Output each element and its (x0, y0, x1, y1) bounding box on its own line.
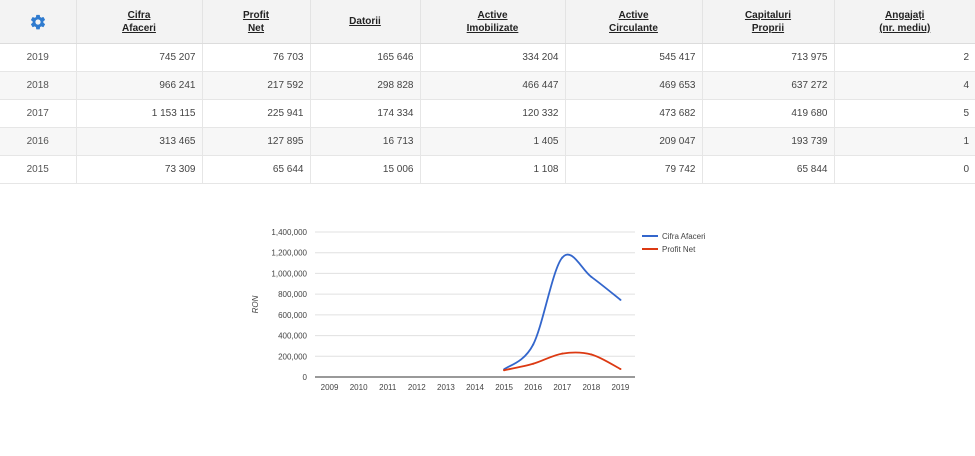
revenue-profit-line-chart: 0 200,000 400,000 600,000 800,000 1,000,000 1,… (251, 228, 706, 392)
table-cell: 165 646 (310, 43, 421, 72)
table-cell: 65 644 (202, 155, 311, 184)
table-cell: 2019 (0, 43, 77, 72)
table-cell: 16 713 (310, 127, 421, 156)
data-point (561, 352, 564, 355)
table-row: 2016 313 465 127 895 16 713 1 405 209 04… (0, 127, 975, 156)
table-cell: 209 047 (565, 127, 703, 156)
table-cell: 466 447 (420, 71, 566, 100)
table-cell: 4 (834, 71, 975, 100)
table-cell: 745 207 (76, 43, 203, 72)
col-header-profit-net[interactable]: Profit Net (202, 0, 311, 44)
table-cell: 545 417 (565, 43, 703, 72)
table-cell: 713 975 (702, 43, 835, 72)
table-cell: 2017 (0, 99, 77, 128)
y-tick-label: 400,000 (278, 332, 307, 341)
table-cell: 637 272 (702, 71, 835, 100)
y-tick-label: 1,000,000 (271, 269, 307, 278)
table-cell: 65 844 (702, 155, 835, 184)
series-line-profit-net (503, 351, 621, 372)
data-point (590, 275, 593, 278)
x-tick-label: 2010 (350, 383, 368, 392)
legend-label: Profit Net (662, 245, 696, 254)
table-row: 2018 966 241 217 592 298 828 466 447 469… (0, 71, 975, 100)
table-cell: 966 241 (76, 71, 203, 100)
table-cell: 1 108 (420, 155, 566, 184)
table-cell: 2018 (0, 71, 77, 100)
col-header-cifra-afaceri[interactable]: Cifra Afaceri (76, 0, 203, 44)
x-tick-label: 2017 (553, 383, 571, 392)
data-point (503, 369, 506, 372)
x-tick-label: 2011 (379, 383, 397, 392)
col-header-active-circulante[interactable]: Active Circulante (565, 0, 703, 44)
x-tick-label: 2009 (321, 383, 339, 392)
table-cell: 127 895 (202, 127, 311, 156)
table-cell: 193 739 (702, 127, 835, 156)
data-point (532, 343, 535, 346)
table-cell: 225 941 (202, 99, 311, 128)
data-point (619, 298, 622, 301)
x-tick-label: 2012 (408, 383, 426, 392)
data-point (590, 353, 593, 356)
series-line-cifra-afaceri (503, 253, 622, 371)
x-tick-label: 2016 (524, 383, 542, 392)
table-cell: 0 (834, 155, 975, 184)
table-cell: 469 653 (565, 71, 703, 100)
x-tick-label: 2018 (582, 383, 600, 392)
y-tick-label: 0 (303, 373, 308, 382)
table-cell: 2 (834, 43, 975, 72)
x-tick-label: 2015 (495, 383, 513, 392)
y-tick-label: 800,000 (278, 290, 307, 299)
table-cell: 174 334 (310, 99, 421, 128)
table-cell: 298 828 (310, 71, 421, 100)
table-header-row: Cifra Afaceri Profit Net Datorii Active Imo… (0, 0, 975, 44)
table-cell: 79 742 (565, 155, 703, 184)
col-header-capitaluri-proprii[interactable]: Capitaluri Proprii (702, 0, 835, 44)
gear-icon[interactable] (29, 13, 47, 31)
table-cell: 1 (834, 127, 975, 156)
x-tick-label: 2019 (612, 383, 630, 392)
data-point (532, 362, 535, 365)
table-cell: 2016 (0, 127, 77, 156)
table-cell: 2015 (0, 155, 77, 184)
table-cell: 1 153 115 (76, 99, 203, 128)
table-cell: 73 309 (76, 155, 203, 184)
table-row: 2019 745 207 76 703 165 646 334 204 545 … (0, 43, 975, 72)
table-row: 2015 73 309 65 644 15 006 1 108 79 742 6… (0, 155, 975, 184)
data-point (619, 368, 622, 371)
table-cell: 334 204 (420, 43, 566, 72)
table-cell: 15 006 (310, 155, 421, 184)
table-cell: 217 592 (202, 71, 311, 100)
y-axis-label: RON (251, 295, 260, 313)
y-tick-label: 200,000 (278, 352, 307, 361)
table-cell: 473 682 (565, 99, 703, 128)
y-tick-label: 1,400,000 (271, 228, 307, 237)
col-header-datorii[interactable]: Datorii (310, 0, 421, 44)
col-header-angajati[interactable]: Angajați (nr. mediu) (834, 0, 975, 44)
col-header-active-imobilizate[interactable]: Active Imobilizate (420, 0, 566, 44)
table-cell: 5 (834, 99, 975, 128)
x-tick-label: 2014 (466, 383, 484, 392)
legend-label: Cifra Afaceri (662, 232, 706, 241)
table-row: 2017 1 153 115 225 941 174 334 120 332 4… (0, 99, 975, 128)
table-cell: 120 332 (420, 99, 566, 128)
table-cell: 1 405 (420, 127, 566, 156)
x-tick-label: 2013 (437, 383, 455, 392)
table-cell: 76 703 (202, 43, 311, 72)
y-tick-label: 1,200,000 (271, 249, 307, 258)
data-point (561, 256, 564, 259)
financial-table: Cifra Afaceri Profit Net Datorii Active Imo… (0, 0, 975, 184)
table-cell: 419 680 (702, 99, 835, 128)
settings-cell[interactable] (0, 0, 77, 44)
table-cell: 313 465 (76, 127, 203, 156)
y-tick-label: 600,000 (278, 311, 307, 320)
